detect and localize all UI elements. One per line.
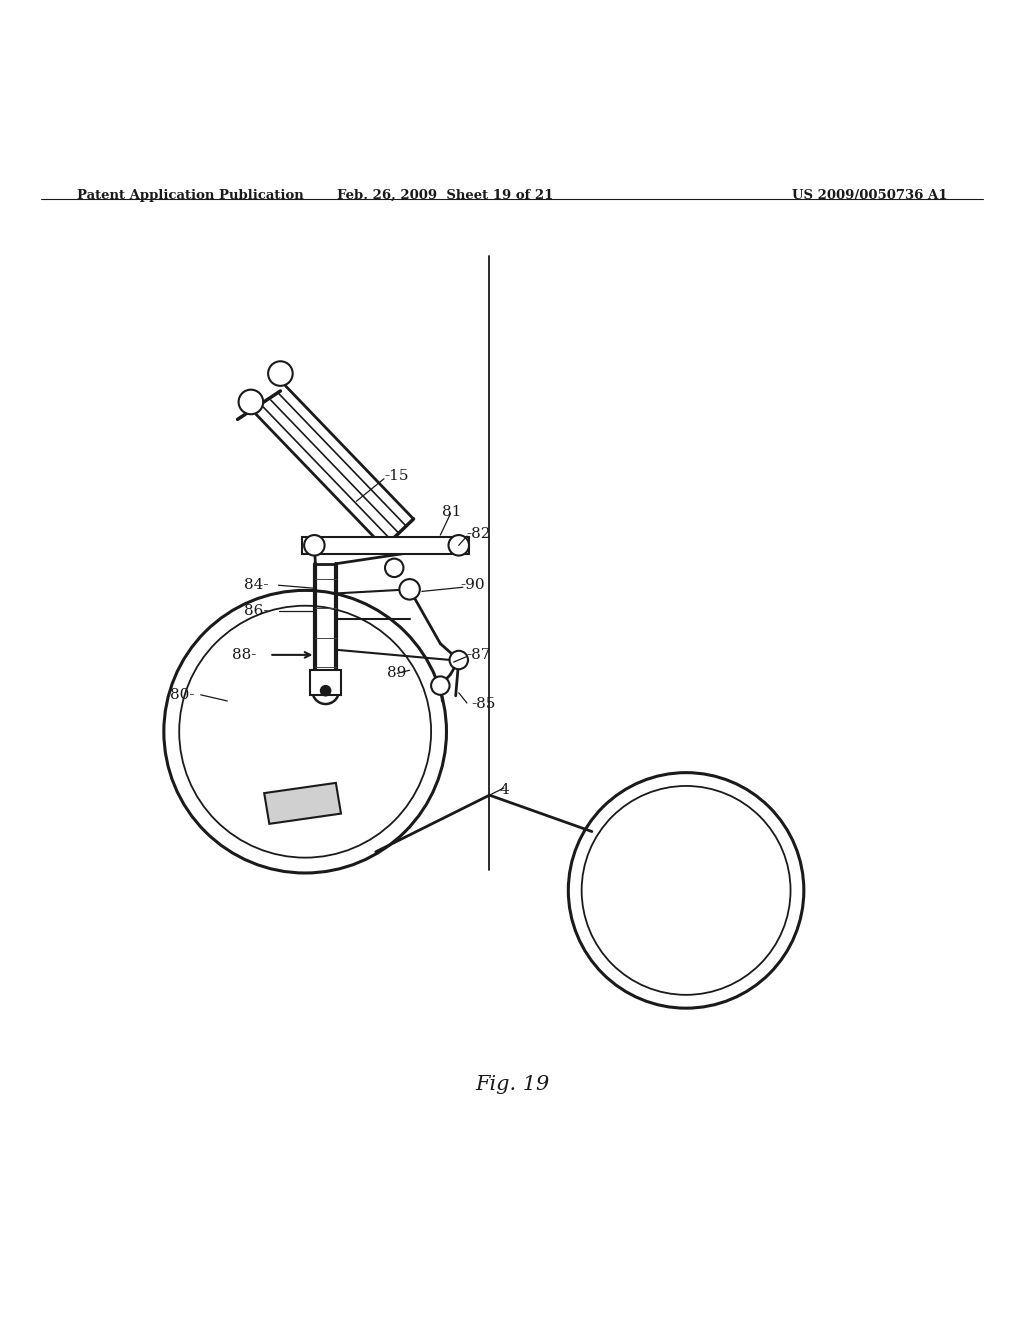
Circle shape xyxy=(321,685,331,696)
Circle shape xyxy=(449,535,469,556)
Bar xyxy=(302,537,469,553)
Text: 88-: 88- xyxy=(231,648,256,661)
Circle shape xyxy=(268,362,293,385)
Circle shape xyxy=(450,651,468,669)
Text: -85: -85 xyxy=(471,697,496,711)
Text: 89: 89 xyxy=(387,667,407,680)
Text: Fig. 19: Fig. 19 xyxy=(475,1076,549,1094)
Text: -15: -15 xyxy=(384,469,409,483)
Text: Patent Application Publication: Patent Application Publication xyxy=(77,189,303,202)
Circle shape xyxy=(399,579,420,599)
Circle shape xyxy=(312,677,339,704)
Text: 4: 4 xyxy=(500,783,510,797)
Text: -87: -87 xyxy=(466,648,490,661)
Text: 80-: 80- xyxy=(170,688,195,702)
Text: 86-: 86- xyxy=(244,603,268,618)
Circle shape xyxy=(385,558,403,577)
Circle shape xyxy=(239,389,263,414)
Circle shape xyxy=(304,535,325,556)
Polygon shape xyxy=(264,783,341,824)
Text: -82: -82 xyxy=(466,527,490,541)
Bar xyxy=(310,669,341,696)
Text: -90: -90 xyxy=(461,578,485,593)
Text: 84-: 84- xyxy=(244,578,268,593)
Text: 81: 81 xyxy=(442,504,462,519)
Text: US 2009/0050736 A1: US 2009/0050736 A1 xyxy=(792,189,947,202)
Text: Feb. 26, 2009  Sheet 19 of 21: Feb. 26, 2009 Sheet 19 of 21 xyxy=(337,189,554,202)
Circle shape xyxy=(431,676,450,694)
